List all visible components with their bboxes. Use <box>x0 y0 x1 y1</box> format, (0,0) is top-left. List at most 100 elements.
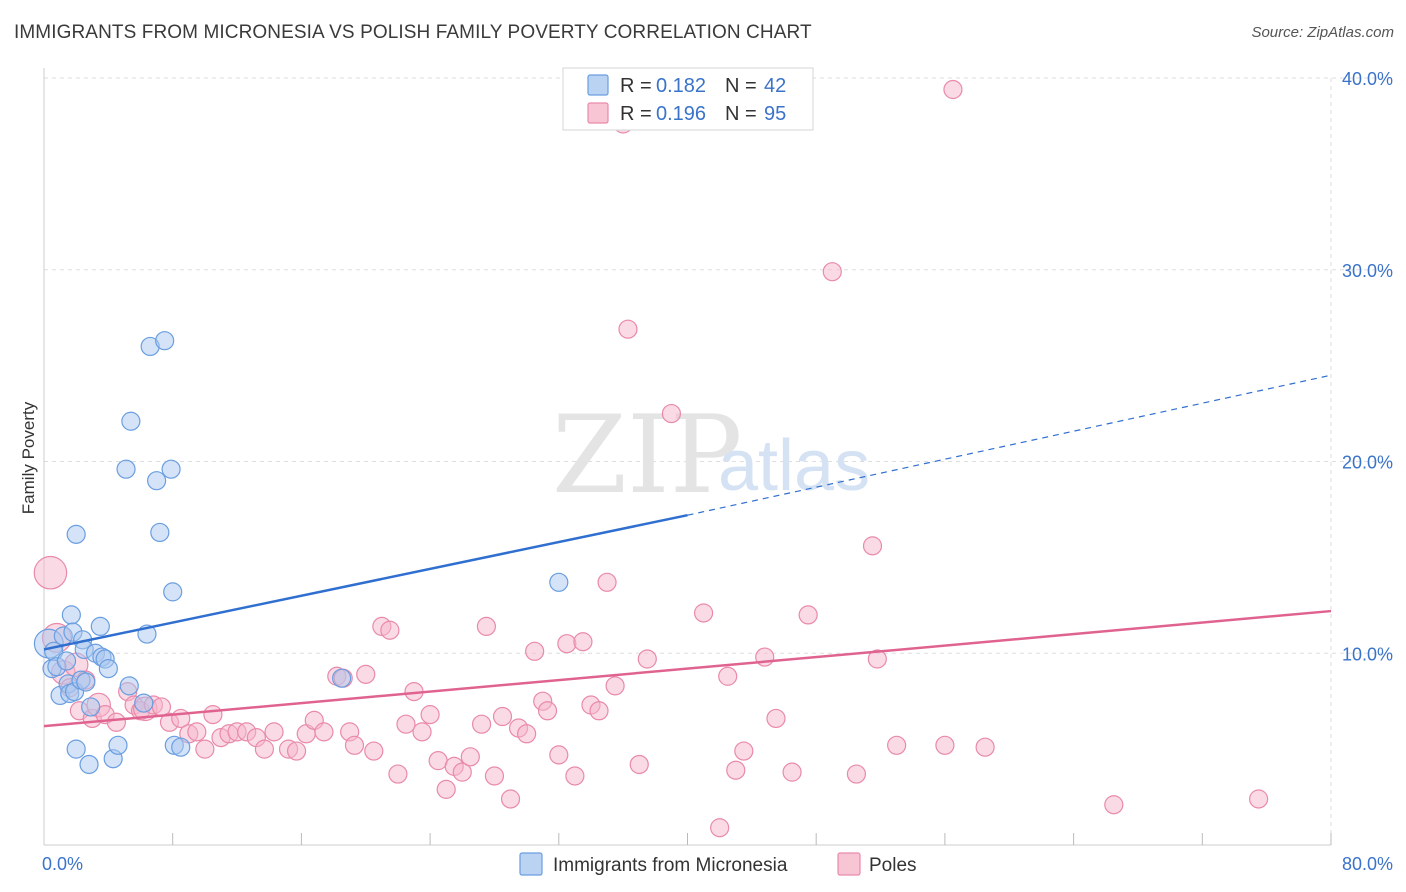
point-poles <box>766 708 786 729</box>
legend-n-label: N = <box>725 75 757 97</box>
point-micronesia <box>163 582 183 602</box>
point-poles <box>517 724 537 744</box>
point-poles <box>286 741 307 761</box>
point-poles <box>187 722 207 742</box>
point-poles <box>500 789 521 809</box>
point-poles <box>710 818 730 838</box>
legend: R = 0.182 N = 42 R = 0.196 N = 95 <box>562 67 814 131</box>
point-poles <box>549 745 569 765</box>
y-tick-label: 10.0% <box>1342 644 1393 664</box>
point-poles <box>718 666 738 686</box>
point-poles <box>484 766 505 786</box>
point-poles <box>589 701 609 721</box>
point-poles <box>975 737 995 757</box>
point-micronesia <box>66 524 86 544</box>
point-poles <box>867 649 887 669</box>
point-poles <box>693 603 714 623</box>
point-poles <box>314 722 334 742</box>
point-poles <box>726 760 746 780</box>
legend-n-value: 95 <box>764 103 786 125</box>
trend-line-micronesia <box>43 513 688 651</box>
x-tick-label: 0.0% <box>42 854 83 874</box>
point-poles <box>33 555 68 590</box>
bottom-legend-swatch-poles <box>837 852 861 876</box>
point-poles <box>428 751 448 771</box>
point-poles <box>264 722 284 742</box>
point-micronesia <box>108 735 128 755</box>
bottom-legend-swatch-micronesia <box>519 852 543 876</box>
y-tick-label: 30.0% <box>1342 261 1393 281</box>
point-micronesia <box>155 331 175 351</box>
point-poles <box>476 616 497 637</box>
point-micronesia <box>161 459 181 479</box>
trend-line-poles <box>43 609 1332 728</box>
legend-r-value: 0.182 <box>656 75 706 97</box>
point-micronesia <box>76 672 96 692</box>
point-poles <box>388 764 408 784</box>
point-poles <box>471 714 492 734</box>
point-poles <box>557 634 577 654</box>
point-poles <box>356 664 376 684</box>
point-poles <box>525 641 545 661</box>
point-poles <box>203 705 223 725</box>
point-poles <box>822 262 842 282</box>
point-micronesia <box>549 572 569 592</box>
point-micronesia <box>66 739 86 759</box>
legend-r-label: R = <box>620 103 652 125</box>
point-poles <box>565 766 585 786</box>
source-credit: Source: ZipAtlas.com <box>1251 24 1394 41</box>
point-poles <box>364 741 384 761</box>
point-micronesia <box>134 693 154 713</box>
point-poles <box>573 632 593 652</box>
point-poles <box>436 779 456 799</box>
point-micronesia <box>147 471 167 491</box>
legend-swatch-poles <box>587 102 609 124</box>
point-poles <box>1249 789 1269 809</box>
point-micronesia <box>150 522 170 543</box>
legend-r-value: 0.196 <box>656 103 706 125</box>
bottom-legend-label-micronesia: Immigrants from Micronesia <box>553 855 788 876</box>
point-poles <box>629 754 649 775</box>
point-micronesia <box>121 411 141 431</box>
point-poles <box>254 739 274 759</box>
bottom-legend: Immigrants from Micronesia Poles <box>519 852 917 876</box>
point-micronesia <box>61 605 81 625</box>
point-poles <box>862 536 883 556</box>
tick-labels: 10.0% 20.0% 30.0% 40.0% 0.0% 80.0% <box>42 69 1393 874</box>
point-micronesia <box>116 459 136 479</box>
legend-r-label: R = <box>620 75 652 97</box>
point-poles <box>1104 795 1124 815</box>
y-tick-label: 40.0% <box>1342 69 1393 89</box>
point-poles <box>460 747 480 767</box>
point-micronesia <box>332 668 352 688</box>
legend-n-label: N = <box>725 103 757 125</box>
point-micronesia <box>90 616 110 637</box>
point-micronesia <box>79 754 99 775</box>
point-poles <box>661 403 682 424</box>
point-poles <box>492 706 513 727</box>
point-poles <box>637 649 657 669</box>
chart-title: IMMIGRANTS FROM MICRONESIA VS POLISH FAM… <box>14 22 812 43</box>
point-micronesia <box>119 676 139 696</box>
point-micronesia <box>171 737 191 757</box>
point-poles <box>782 762 802 782</box>
watermark-zip: ZIP <box>552 393 742 518</box>
data-points <box>33 79 1269 838</box>
point-micronesia <box>98 658 118 679</box>
point-poles <box>452 762 472 782</box>
point-poles <box>887 735 907 755</box>
trend-lines <box>43 374 1332 728</box>
point-poles <box>734 741 754 761</box>
bottom-legend-label-poles: Poles <box>869 855 917 876</box>
legend-swatch-micronesia <box>587 74 609 96</box>
point-poles <box>380 620 400 640</box>
y-tick-label: 20.0% <box>1342 453 1393 473</box>
point-poles <box>420 705 440 725</box>
point-micronesia <box>81 697 101 717</box>
point-poles <box>846 764 867 784</box>
point-poles <box>412 722 432 742</box>
point-poles <box>943 79 963 100</box>
point-poles <box>106 712 126 732</box>
legend-n-value: 42 <box>764 75 786 97</box>
